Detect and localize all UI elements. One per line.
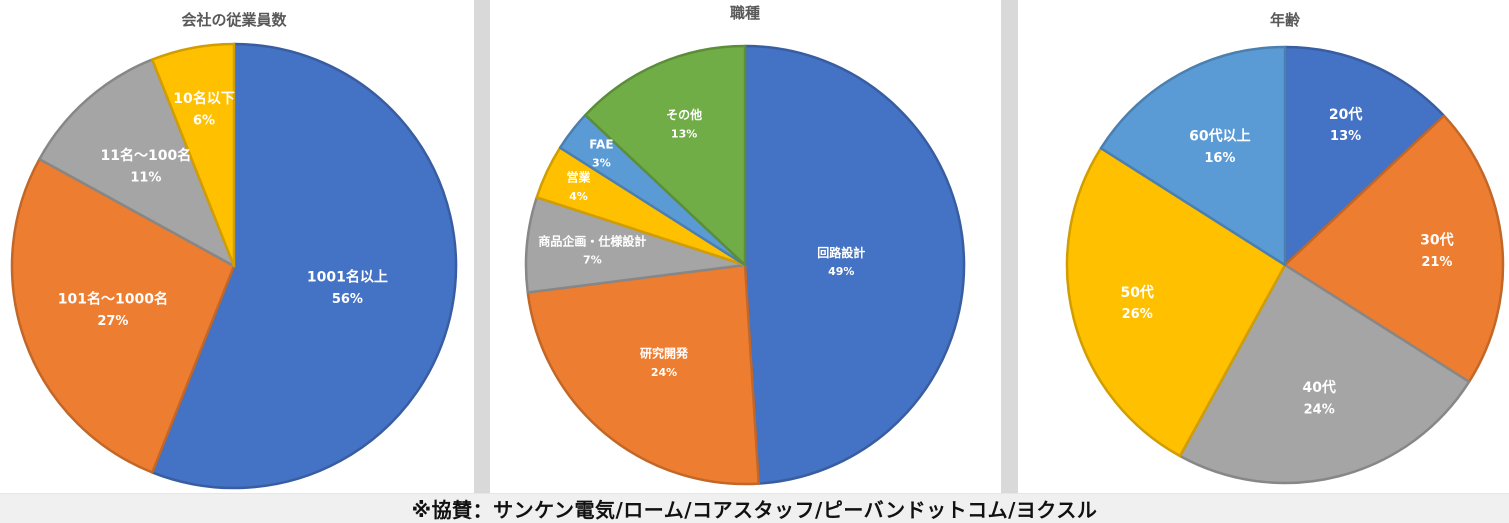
pie-slice: [10, 157, 236, 474]
slice-percent-label: 26%: [1122, 307, 1153, 322]
slice-label: 営業: [566, 170, 591, 185]
data-labels: 20代 13% 30代 21% 40代 24% 50代 26% 60代以上 16%: [1120, 106, 1453, 417]
slice-percent-label: 49%: [828, 265, 854, 278]
slice-label: その他: [666, 107, 702, 122]
sponsor-footer: ※協賛：サンケン電気/ローム/コアスタッフ/ピーバンドットコム/ヨクスル: [0, 493, 1509, 523]
slice-percent-label: 56%: [332, 292, 363, 307]
pie-slice: [1283, 45, 1446, 267]
slice-label: 30代: [1420, 232, 1453, 249]
slice-label: FAE: [589, 138, 613, 152]
pie-slice: [151, 42, 236, 268]
pie-chart-age: 年齢 20代 13% 30代 21% 40代 24% 50代 26% 60代以上 16%: [1065, 11, 1505, 485]
slice-percent-label: 16%: [1204, 151, 1235, 166]
slice-label: 10名以下: [173, 90, 234, 107]
slice-label: 1001名以上: [307, 269, 388, 286]
data-labels: 回路設計 49% 研究開発 24% 商品企画・仕様設計 7% 営業 4% FAE 3% その他 13%: [538, 107, 865, 379]
pie-slice: [584, 44, 747, 267]
chart-title: 年齢: [1270, 11, 1301, 29]
pie-slice: [1178, 263, 1471, 485]
slice-label: 研究開発: [640, 346, 689, 361]
slice-percent-label: 24%: [651, 366, 677, 379]
pie-chart-age-panel: 年齢 20代 13% 30代 21% 40代 24% 50代 26% 60代以上 16%: [1018, 0, 1509, 493]
pie-slice: [1099, 45, 1287, 267]
slice-percent-label: 6%: [193, 113, 215, 128]
pie-slice: [1065, 146, 1287, 458]
pie-slice: [743, 44, 966, 485]
chart-title: 職種: [730, 4, 760, 22]
slice-percent-label: 7%: [583, 254, 602, 267]
slice-percent-label: 13%: [671, 127, 697, 140]
slice-percent-label: 27%: [97, 314, 128, 329]
slice-label: 40代: [1302, 379, 1335, 396]
slice-label: 50代: [1120, 284, 1153, 301]
slice-label: 60代以上: [1189, 128, 1250, 145]
slice-label: 101名～1000名: [58, 291, 168, 308]
slice-label: 11名～100名: [101, 147, 192, 164]
slice-percent-label: 24%: [1304, 402, 1335, 417]
data-labels: 1001名以上 56% 101名～1000名 27% 11名～100名 11% 10名以下 6…: [58, 90, 388, 329]
slice-percent-label: 4%: [569, 190, 588, 203]
slice-percent-label: 21%: [1421, 255, 1452, 270]
pie-slice: [38, 58, 236, 268]
slice-percent-label: 3%: [592, 157, 611, 170]
pie-slice: [151, 42, 458, 490]
pie-slice: [526, 263, 760, 486]
pie-chart-employees-panel: 会社の従業員数 1001名以上 56% 101名～1000名 27% 11名～100名 11…: [0, 0, 474, 493]
pie-chart-employees: 会社の従業員数 1001名以上 56% 101名～1000名 27% 11名～100名 11…: [10, 11, 458, 490]
slice-label: 20代: [1329, 106, 1362, 123]
pie-slice: [1283, 114, 1505, 384]
pie-chart-job-type-panel: 職種回路設計 49% 研究開発 24% 商品企画・仕様設計 7% 営業 4% FAE 3% その他 1…: [490, 0, 1001, 493]
slice-percent-label: 13%: [1330, 129, 1361, 144]
slice-label: 商品企画・仕様設計: [538, 233, 646, 248]
slice-percent-label: 11%: [130, 170, 161, 185]
chart-title: 会社の従業員数: [181, 11, 287, 29]
slice-label: 回路設計: [817, 245, 865, 260]
